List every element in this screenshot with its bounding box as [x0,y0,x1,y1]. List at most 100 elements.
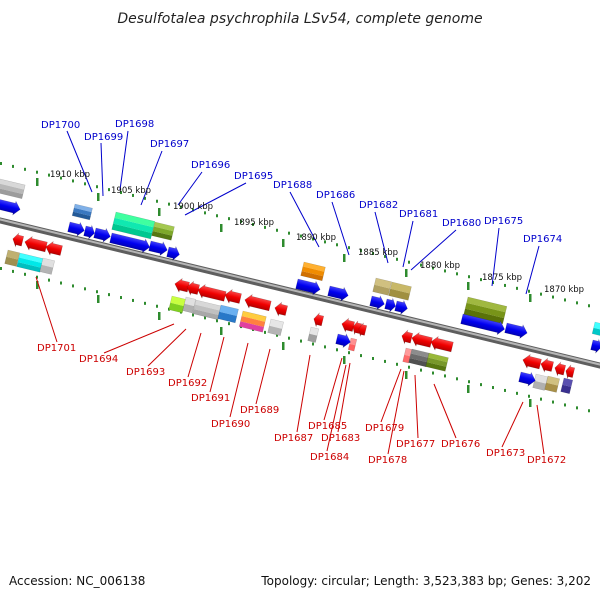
gene-arrow-forward[interactable] [109,231,151,254]
minor-tick [36,275,38,279]
gene-label-top[interactable]: DP1686 [316,190,355,201]
gene-arrow-reverse[interactable] [357,322,368,337]
label-leader-line [184,182,247,216]
feature-box[interactable] [151,221,175,241]
feature-box[interactable] [182,296,197,314]
gene-arrow-reverse[interactable] [44,240,63,257]
minor-tick [48,278,50,282]
feature-box[interactable] [372,277,392,296]
feature-box[interactable] [408,348,430,368]
minor-tick [96,290,98,294]
gene-label-bottom[interactable]: DP1677 [396,439,435,450]
gene-arrow-reverse[interactable] [273,301,288,317]
gene-arrow-forward[interactable] [83,224,96,240]
gene-label-top[interactable]: DP1680 [442,218,481,229]
gene-arrow-forward[interactable] [369,294,386,311]
gene-arrow-reverse[interactable] [553,361,567,377]
gene-arrow-forward[interactable] [394,299,409,315]
gene-arrow-reverse[interactable] [410,331,433,349]
gene-label-top[interactable]: DP1698 [115,119,154,130]
feature-box[interactable] [111,211,156,240]
gene-label-bottom[interactable]: DP1679 [365,423,404,434]
gene-arrow-reverse[interactable] [23,235,48,254]
gene-label-bottom[interactable]: DP1672 [527,455,566,466]
gene-label-bottom[interactable]: DP1694 [79,354,118,365]
feature-box[interactable] [16,252,44,273]
minor-tick [300,339,302,343]
gene-arrow-reverse[interactable] [521,353,542,371]
gene-arrow-forward[interactable] [384,297,397,313]
gene-label-bottom[interactable]: DP1691 [191,393,230,404]
gene-label-bottom[interactable]: DP1701 [37,343,76,354]
feature-box[interactable] [0,177,26,199]
gene-label-bottom[interactable]: DP1689 [240,405,279,416]
gene-arrow-forward[interactable] [590,338,600,354]
gene-arrow-reverse[interactable] [429,335,454,354]
gene-arrow-reverse[interactable] [400,329,414,345]
feature-box[interactable] [544,375,560,393]
gene-label-top[interactable]: DP1675 [484,216,523,227]
gene-label-bottom[interactable]: DP1687 [274,433,313,444]
gene-arrow-forward[interactable] [518,370,537,387]
feature-box[interactable] [192,299,222,321]
gene-arrow-forward[interactable] [93,226,112,243]
gene-arrow-reverse[interactable] [243,293,272,313]
feature-box[interactable] [532,373,548,391]
feature-box[interactable] [591,321,600,336]
gene-arrow-reverse[interactable] [312,312,325,328]
gene-label-top[interactable]: DP1695 [234,171,273,182]
feature-box[interactable] [347,337,358,352]
feature-box[interactable] [238,310,267,333]
gene-label-top[interactable]: DP1696 [191,160,230,171]
feature-box[interactable] [463,296,508,325]
gene-arrow-reverse[interactable] [185,280,200,296]
gene-label-bottom[interactable]: DP1676 [441,439,480,450]
gene-label-top[interactable]: DP1699 [84,132,123,143]
feature-box[interactable] [402,347,413,364]
gene-arrow-forward[interactable] [67,220,86,237]
feature-box[interactable] [425,352,449,372]
gene-arrow-reverse[interactable] [223,288,242,305]
gene-arrow-forward[interactable] [166,245,181,261]
gene-arrow-forward[interactable] [0,197,22,216]
gene-label-bottom[interactable]: DP1673 [486,448,525,459]
minor-tick [0,162,2,165]
gene-arrow-forward[interactable] [295,277,322,296]
gene-arrow-forward[interactable] [327,284,350,302]
gene-arrow-reverse[interactable] [539,357,554,373]
gene-label-top[interactable]: DP1674 [523,234,562,245]
minor-tick [540,292,542,296]
gene-arrow-reverse[interactable] [564,364,576,379]
gene-label-bottom[interactable]: DP1692 [168,378,207,389]
minor-tick [324,240,326,244]
gene-arrow-reverse[interactable] [196,283,227,303]
feature-box[interactable] [307,326,320,343]
gene-arrow-reverse[interactable] [11,232,25,248]
feature-box[interactable] [71,203,93,221]
feature-box[interactable] [217,304,239,324]
gene-arrow-forward[interactable] [460,312,506,336]
gene-label-top[interactable]: DP1697 [150,139,189,150]
feature-box[interactable] [168,295,186,314]
gene-label-top[interactable]: DP1700 [41,120,80,131]
feature-box[interactable] [300,261,326,282]
gene-label-top[interactable]: DP1681 [399,209,438,220]
gene-label-top[interactable]: DP1682 [359,200,398,211]
feature-box[interactable] [560,377,574,395]
gene-label-bottom[interactable]: DP1683 [321,433,360,444]
gene-label-bottom[interactable]: DP1684 [310,452,349,463]
feature-box[interactable] [388,281,412,301]
feature-box[interactable] [267,318,284,336]
gene-label-bottom[interactable]: DP1690 [211,419,250,430]
gene-arrow-reverse[interactable] [340,317,355,333]
gene-label-bottom[interactable]: DP1693 [126,367,165,378]
gene-label-top[interactable]: DP1688 [273,180,312,191]
gene-arrow-reverse[interactable] [173,277,190,294]
gene-arrow-forward[interactable] [148,239,169,257]
gene-arrow-forward[interactable] [335,332,352,349]
gene-label-bottom[interactable]: DP1678 [368,455,407,466]
feature-box[interactable] [39,257,55,275]
feature-box[interactable] [4,249,20,267]
gene-arrow-forward[interactable] [504,321,529,340]
gene-label-bottom[interactable]: DP1685 [308,421,347,432]
